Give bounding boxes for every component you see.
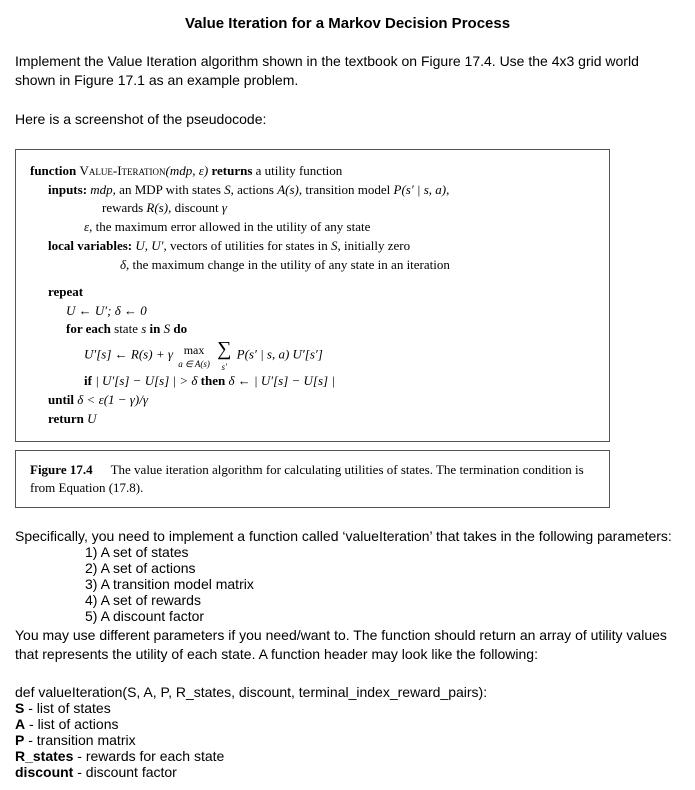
update-lhs: U′[s] ← R(s) + γ [84, 347, 173, 362]
locals-UU: U, U′ [135, 238, 163, 253]
inputs-t1: , an MDP with states [113, 182, 224, 197]
locals-t1: , vectors of utilities for states in [164, 238, 332, 253]
update-rhs: P(s′ | s, a) U′[s′] [237, 347, 323, 362]
after-params-paragraph: You may use different parameters if you … [15, 626, 680, 664]
param-item: 5) A discount factor [85, 608, 680, 624]
returns-text: a utility function [256, 163, 343, 178]
arg-line: P - transition matrix [15, 732, 680, 748]
assign-line: U ← U′; δ ← 0 [66, 302, 595, 321]
sum-operator: ∑ s′ [217, 339, 231, 372]
param-item: 2) A set of actions [85, 560, 680, 576]
inputs-mdp: mdp [90, 182, 112, 197]
then-body: δ ← | U′[s] − U[s] | [225, 373, 335, 388]
param-list: 1) A set of states 2) A set of actions 3… [85, 544, 680, 624]
inputs-As: A(s) [277, 182, 299, 197]
if-keyword: if [84, 373, 92, 388]
foreach-in: in [146, 321, 163, 336]
inputs-disc: , discount [168, 200, 222, 215]
spec-paragraph: Specifically, you need to implement a fu… [15, 528, 680, 544]
arg-name: S [15, 700, 24, 716]
fn-name: Value-Iteration [79, 163, 165, 178]
inputs-gamma: γ [222, 200, 227, 215]
sum-symbol: ∑ [217, 339, 231, 359]
until-cond: δ < ε(1 − γ)/γ [74, 392, 148, 407]
inputs-Rs: R(s) [146, 200, 168, 215]
arg-name: R_states [15, 748, 73, 764]
figure-label: Figure 17.4 [30, 462, 93, 477]
do-keyword: do [170, 321, 187, 336]
returns-keyword: returns [211, 163, 252, 178]
arg-desc: - transition matrix [24, 732, 135, 748]
figure-caption: Figure 17.4The value iteration algorithm… [15, 450, 610, 508]
locals-delta-txt: , the maximum change in the utility of a… [126, 257, 450, 272]
arg-name: P [15, 732, 24, 748]
locals-t2: , initially zero [338, 238, 411, 253]
max-bot: a ∈ A(s) [178, 359, 210, 369]
arg-name: A [15, 716, 25, 732]
param-item: 4) A set of rewards [85, 592, 680, 608]
arg-line: R_states - rewards for each state [15, 748, 680, 764]
caption-text: The value iteration algorithm for calcul… [30, 462, 584, 495]
param-item: 1) A set of states [85, 544, 680, 560]
arg-line: A - list of actions [15, 716, 680, 732]
fn-keyword: function [30, 163, 76, 178]
arg-desc: - rewards for each state [73, 748, 224, 764]
arg-line: discount - discount factor [15, 764, 680, 780]
return-val: U [84, 411, 97, 426]
foreach-keyword: for each [66, 321, 111, 336]
page-title: Value Iteration for a Markov Decision Pr… [15, 15, 680, 32]
arg-line: S - list of states [15, 700, 680, 716]
arg-name: discount [15, 764, 73, 780]
inputs-comma: , [446, 182, 449, 197]
param-item: 3) A transition model matrix [85, 576, 680, 592]
repeat-keyword: repeat [48, 284, 83, 299]
fn-header: def valueIteration(S, A, P, R_states, di… [15, 684, 680, 700]
inputs-t3: , transition model [299, 182, 394, 197]
foreach-t1: state [111, 321, 141, 336]
max-top: max [184, 343, 205, 357]
return-keyword: return [48, 411, 84, 426]
inputs-rewards: rewards [102, 200, 146, 215]
arg-desc: - discount factor [73, 764, 177, 780]
screenshot-intro: Here is a screenshot of the pseudocode: [15, 110, 680, 129]
if-cond: | U′[s] − U[s] | > δ [92, 373, 201, 388]
sum-index: s′ [222, 362, 227, 372]
max-operator: max a ∈ A(s) [178, 343, 210, 369]
arg-desc: - list of states [24, 700, 110, 716]
until-keyword: until [48, 392, 74, 407]
intro-paragraph: Implement the Value Iteration algorithm … [15, 52, 680, 90]
inputs-eps-txt: , the maximum error allowed in the utili… [89, 219, 370, 234]
inputs-keyword: inputs: [48, 182, 87, 197]
inputs-t2: , actions [231, 182, 278, 197]
locals-keyword: local variables: [48, 238, 132, 253]
arg-desc: - list of actions [25, 716, 118, 732]
pseudocode-box: function Value-Iteration(mdp, ε) returns… [15, 149, 610, 442]
fn-args: (mdp, ε) [166, 163, 209, 178]
inputs-P: P(s′ | s, a) [394, 182, 447, 197]
then-keyword: then [201, 373, 226, 388]
